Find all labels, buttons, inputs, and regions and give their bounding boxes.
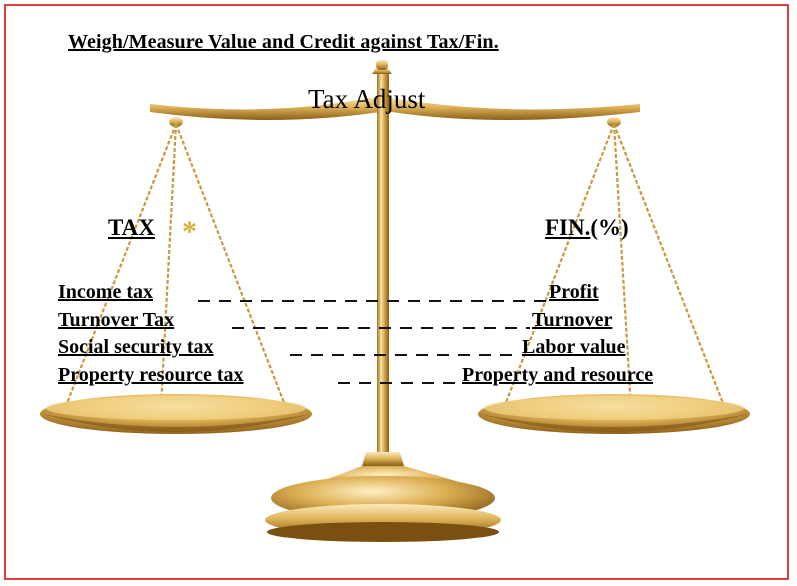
scale-base [265,452,501,542]
fin-item-1: Profit [549,281,599,303]
tax-item-4: Property resource tax [58,364,244,386]
tax-item-1: Income tax [58,281,153,303]
center-label: Tax Adjust [308,84,426,114]
right-header: FIN.(%) [545,215,629,241]
tax-item-3: Social security tax [58,336,214,358]
left-header: TAX [108,215,155,240]
scale-beam [150,96,640,120]
right-header-label: FIN. [545,215,591,240]
right-header-suffix: (%) [590,215,629,240]
fin-item-3: Labor value [522,336,626,358]
scale-post [377,74,389,459]
left-chains [60,123,292,426]
right-pan [478,394,750,434]
left-pan [40,394,312,434]
fin-item-2: Turnover [532,309,613,331]
diagram-title: Weigh/Measure Value and Credit against T… [68,31,499,53]
asterisk-mark: * [182,215,197,248]
fin-item-4: Property and resource [462,364,654,386]
right-chains [498,123,730,426]
tax-item-2: Turnover Tax [58,309,175,331]
